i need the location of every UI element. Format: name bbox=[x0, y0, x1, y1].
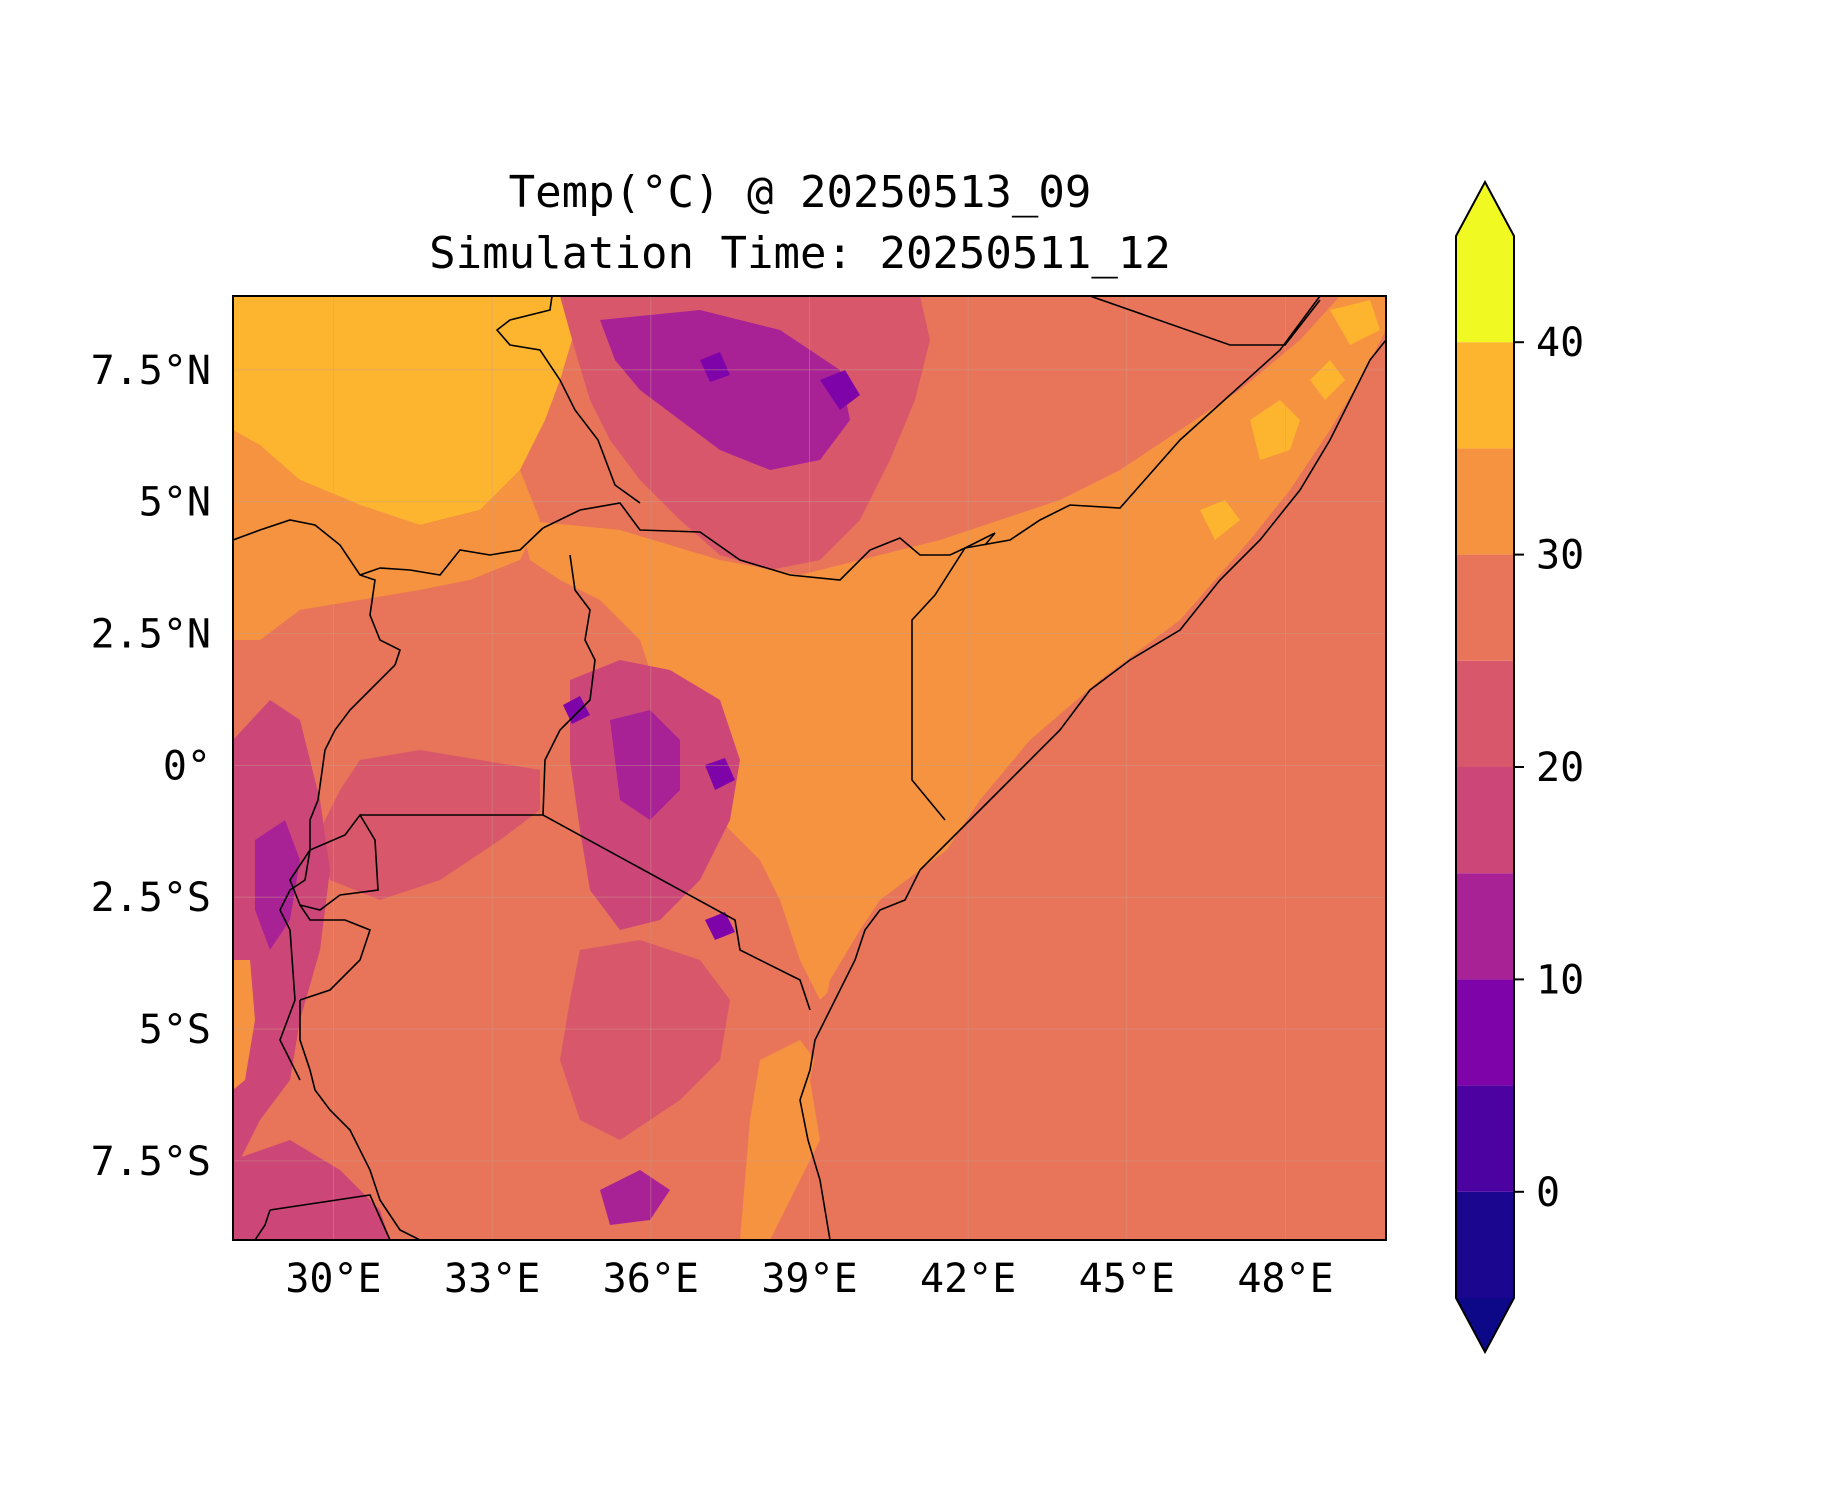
colder-zone-ethiopia-2 bbox=[700, 352, 730, 382]
coastline-east-africa bbox=[799, 339, 1386, 1240]
border-ethiopia-somalia bbox=[964, 296, 1321, 549]
colorbar-tick-label: 40 bbox=[1536, 320, 1584, 366]
colder-zone-kilimanjaro bbox=[705, 912, 735, 940]
colorbar-segment bbox=[1456, 1085, 1514, 1192]
map-title: Temp(°C) @ 20250513_09 bbox=[508, 167, 1092, 218]
warm-zone-coast-tz bbox=[740, 1040, 830, 1240]
cold-zone-tanzania-south bbox=[600, 1170, 670, 1225]
cold-zone-west-rift bbox=[255, 820, 300, 950]
cool-zone-tanzania bbox=[560, 940, 730, 1140]
lon-tick-label: 39°E bbox=[761, 1256, 857, 1302]
border-uganda-north bbox=[359, 527, 544, 576]
border-south-sudan-ethiopia bbox=[495, 296, 641, 504]
colorbar-tick-label: 10 bbox=[1536, 957, 1584, 1003]
lat-tick-label: 0° bbox=[163, 743, 211, 789]
gridlines bbox=[233, 296, 1386, 1240]
lat-tick-label: 2.5°S bbox=[91, 875, 211, 921]
border-kenya-ethiopia bbox=[542, 502, 966, 581]
colorbar-segment bbox=[1456, 979, 1514, 1086]
colorbar-extend-bottom bbox=[1456, 1298, 1514, 1352]
cold-zone-ethiopia bbox=[600, 310, 850, 470]
colorbar-segment bbox=[1456, 1191, 1514, 1298]
border-zambia bbox=[269, 1194, 391, 1240]
lon-tick-label: 36°E bbox=[603, 1256, 699, 1302]
colorbar-segment bbox=[1456, 554, 1514, 661]
hot-zone-somalia-2 bbox=[1200, 500, 1240, 540]
border-uganda-drc bbox=[309, 664, 396, 850]
warm-zone-west-edge bbox=[233, 960, 255, 1090]
border-drc-west bbox=[279, 849, 311, 1081]
lon-tick-label: 30°E bbox=[285, 1256, 381, 1302]
temperature-field bbox=[233, 296, 1386, 1240]
border-tanzania-north bbox=[360, 814, 811, 1011]
lat-tick-label: 5°N bbox=[139, 480, 211, 526]
warm-zone-horn bbox=[520, 296, 1386, 1000]
lon-tick-label: 33°E bbox=[444, 1256, 540, 1302]
warm-zone-west bbox=[233, 430, 540, 640]
hot-zone-somalia bbox=[1250, 400, 1300, 460]
colder-zone-elgon bbox=[563, 696, 590, 724]
latitude-ticks: 7.5°N 5°N 2.5°N 0° 2.5°S 5°S 7.5°S bbox=[91, 348, 211, 1185]
cool-zone-southwest bbox=[233, 1140, 390, 1240]
lon-tick-label: 48°E bbox=[1237, 1256, 1333, 1302]
border-south-sudan-drc bbox=[233, 519, 401, 666]
longitude-ticks: 30°E 33°E 36°E 39°E 42°E 45°E 48°E bbox=[285, 1256, 1333, 1302]
colorbar-extend-top bbox=[1456, 182, 1514, 236]
map-frame bbox=[232, 295, 1387, 1241]
hot-zone-northwest bbox=[233, 296, 575, 525]
colorbar-segment bbox=[1456, 873, 1514, 980]
colorbar-tick-label: 20 bbox=[1536, 745, 1584, 791]
country-borders bbox=[233, 296, 1386, 1240]
lon-tick-label: 45°E bbox=[1079, 1256, 1175, 1302]
border-rwanda-burundi bbox=[289, 813, 379, 911]
colorbar-segment bbox=[1456, 236, 1514, 343]
colorbar-tick-label: 30 bbox=[1536, 533, 1584, 579]
lat-tick-label: 7.5°N bbox=[91, 348, 211, 394]
cool-zone-lakes bbox=[320, 750, 540, 900]
border-tanzania-west bbox=[299, 1000, 421, 1240]
border-malawi bbox=[254, 1209, 271, 1240]
border-burundi-tanzania bbox=[299, 904, 371, 1001]
colorbar-segment bbox=[1456, 448, 1514, 555]
indian-ocean bbox=[810, 380, 1386, 1240]
colorbar-tick-label: 0 bbox=[1536, 1170, 1560, 1216]
colorbar-outline bbox=[1455, 179, 1515, 1355]
map-subtitle: Simulation Time: 20250511_12 bbox=[429, 228, 1171, 279]
colder-zone-ethiopia bbox=[820, 370, 860, 410]
border-uganda-kenya bbox=[542, 554, 596, 816]
hot-zone-northeast bbox=[1330, 300, 1380, 345]
colorbar-segment bbox=[1456, 342, 1514, 449]
border-kenya-somalia bbox=[911, 532, 996, 821]
border-somaliland bbox=[1089, 296, 1321, 346]
lat-tick-label: 2.5°N bbox=[91, 612, 211, 658]
lat-tick-label: 5°S bbox=[139, 1007, 211, 1053]
colorbar-segment bbox=[1456, 767, 1514, 874]
lon-tick-label: 42°E bbox=[920, 1256, 1016, 1302]
colorbar: 0 10 20 30 40 bbox=[1455, 179, 1584, 1355]
lat-tick-label: 7.5°S bbox=[91, 1139, 211, 1185]
colder-zone-kenya bbox=[705, 758, 735, 790]
colorbar-segment bbox=[1456, 660, 1514, 767]
